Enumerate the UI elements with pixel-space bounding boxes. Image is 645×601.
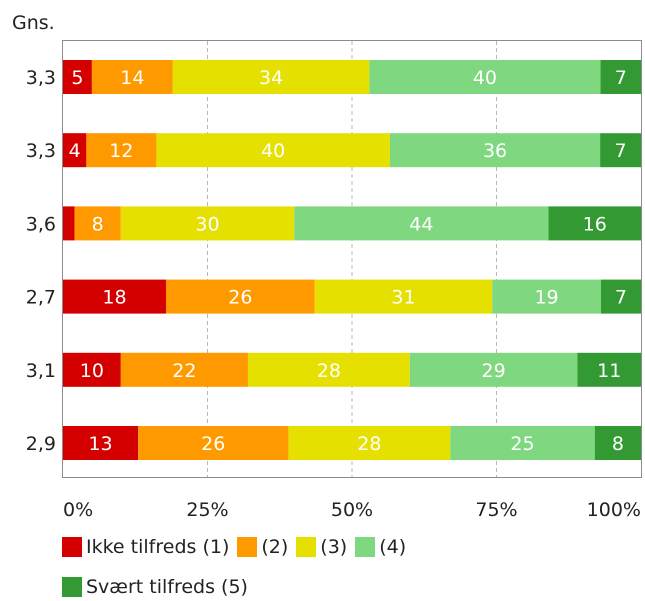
bar-segment (120, 352, 248, 387)
legend-label-5: Svært tilfreds (5) (86, 576, 248, 598)
data-label: 40 (473, 67, 497, 89)
x-tick-label: 50% (331, 499, 373, 521)
bar-segment (166, 279, 315, 314)
data-label: 22 (172, 360, 196, 382)
data-label: 18 (102, 287, 126, 309)
data-label: 5 (71, 67, 83, 89)
plot-frame (62, 40, 642, 478)
row-average-label: 2,9 (26, 433, 56, 455)
bar-segment (600, 60, 641, 94)
bar-segment (63, 279, 167, 314)
data-label: 8 (612, 433, 624, 455)
data-label: 29 (482, 360, 506, 382)
data-label: 4 (69, 140, 81, 162)
data-label: 26 (201, 433, 225, 455)
x-tick-label: 25% (186, 499, 228, 521)
data-label: 31 (391, 287, 415, 309)
data-label: 44 (409, 213, 433, 235)
legend-item-2: (2) (237, 536, 288, 558)
data-label: 13 (88, 433, 112, 455)
bar-segment (492, 279, 601, 314)
data-label: 8 (92, 213, 104, 235)
data-label: 14 (120, 67, 144, 89)
legend-label-3: (3) (320, 536, 348, 558)
bar-segment (577, 352, 641, 387)
data-label: 19 (534, 287, 558, 309)
bar-segment (172, 60, 370, 94)
legend-swatch-4 (355, 537, 376, 557)
bar-segment (288, 426, 451, 460)
legend-swatch-1 (62, 537, 82, 557)
bar-segment (74, 206, 121, 241)
data-label: 7 (615, 67, 627, 89)
legend-swatch-5 (62, 577, 82, 597)
bar-segment (548, 206, 641, 241)
bar-segment (63, 426, 139, 460)
legend-item-1: Ikke tilfreds (1) (62, 536, 229, 558)
data-label: 25 (510, 433, 534, 455)
x-tick-label: 100% (587, 499, 641, 521)
bar-segment (409, 352, 578, 387)
x-tick-label: 75% (475, 499, 517, 521)
data-label: 26 (228, 287, 252, 309)
data-label: 34 (259, 67, 283, 89)
row-average-label: 3,3 (26, 67, 56, 89)
legend-item-3: (3) (296, 536, 347, 558)
data-label: 40 (261, 140, 285, 162)
legend: Ikke tilfreds (1) (2) (3) (4) Svært tilf… (62, 533, 622, 601)
data-label: 36 (483, 140, 507, 162)
bar-segment (63, 206, 75, 241)
legend-swatch-3 (296, 537, 317, 557)
bar-segment (63, 352, 121, 387)
legend-label-2: (2) (261, 536, 289, 558)
bar-segment (600, 133, 641, 168)
legend-item-5: Svært tilfreds (5) (62, 576, 248, 598)
data-label: 28 (317, 360, 341, 382)
data-label: 10 (80, 360, 104, 382)
data-label: 7 (615, 287, 627, 309)
row-average-label: 3,1 (26, 360, 56, 382)
x-tick-label: 0% (63, 499, 93, 521)
bar-segment (120, 206, 295, 241)
legend-row-1: Ikke tilfreds (1) (2) (3) (4) (62, 533, 622, 561)
legend-swatch-2 (237, 537, 258, 557)
data-label: 28 (357, 433, 381, 455)
legend-item-4: (4) (355, 536, 406, 558)
data-label: 7 (615, 140, 627, 162)
bar-segment (63, 60, 92, 94)
bar-segment (600, 279, 641, 314)
bar-segment (91, 60, 173, 94)
bar-segment (156, 133, 390, 168)
legend-row-2: Svært tilfreds (5) (62, 573, 622, 601)
row-average-label: 3,3 (26, 140, 56, 162)
data-label: 16 (583, 213, 607, 235)
bar-segment (138, 426, 289, 460)
data-label: 12 (109, 140, 133, 162)
bar-segment (86, 133, 157, 168)
bar-segment (247, 352, 410, 387)
bar-segment (594, 426, 641, 460)
legend-label-4: (4) (379, 536, 407, 558)
bar-segment (63, 133, 87, 168)
row-header-label: Gns. (12, 12, 55, 34)
bar-segment (314, 279, 493, 314)
bar-segment (450, 426, 595, 460)
data-label: 11 (597, 360, 621, 382)
row-average-label: 3,6 (26, 213, 56, 235)
bar-segment (294, 206, 549, 241)
data-label: 30 (195, 213, 219, 235)
legend-label-1: Ikke tilfreds (1) (86, 536, 230, 558)
bar-segment (369, 60, 601, 94)
row-average-label: 2,7 (26, 287, 56, 309)
bar-segment (389, 133, 601, 168)
